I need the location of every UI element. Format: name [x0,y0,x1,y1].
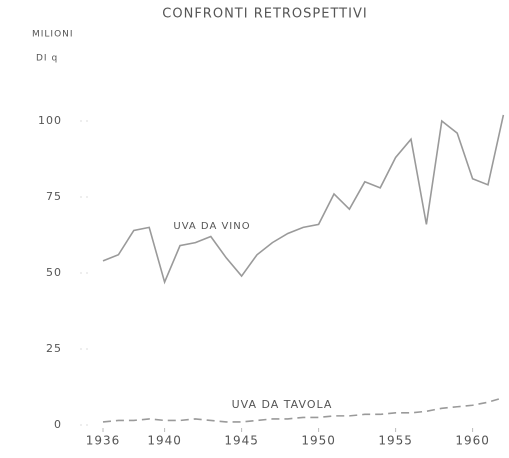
y-tick-label: 25 [46,342,62,355]
x-tick-label: 1960 [455,434,490,448]
y-tick-label: 0 [54,418,62,431]
y-tick-label: 50 [46,266,62,279]
y-axis-label: DI q [36,54,58,64]
y-axis-label: MILIONI [32,30,74,40]
line-series [102,396,504,423]
x-tick-label: 1955 [378,434,413,448]
y-tick-label: 75 [46,190,62,203]
x-tick-label: 1950 [301,434,336,448]
line-series [102,114,505,285]
x-tick-label: 1936 [86,434,121,448]
x-tick-label: 1940 [147,434,182,448]
y-tick-label: 100 [38,114,62,127]
series-label: UVA DA VINO [173,221,250,232]
x-tick-label: 1945 [224,434,259,448]
series-label: UVA DA TAVOLA [232,398,333,411]
chart-title: CONFRONTI RETROSPETTIVI [162,7,367,22]
